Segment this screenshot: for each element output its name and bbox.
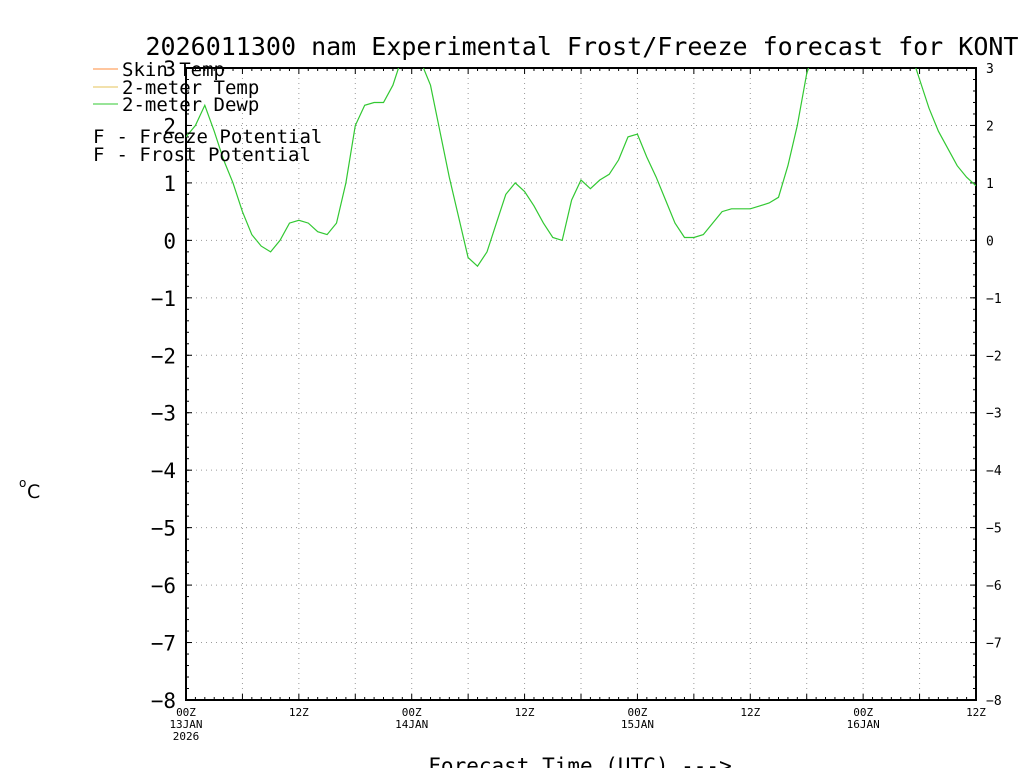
series-line-2-meter-dewp bbox=[186, 68, 976, 268]
y-tick-label-left: −4 bbox=[151, 459, 176, 483]
x-tick-label: 15JAN bbox=[621, 718, 654, 731]
y-tick-label-right: −7 bbox=[986, 637, 1002, 652]
legend: Skin Temp 2-meter Temp 2-meter Dewp F - … bbox=[93, 59, 322, 166]
y-tick-label-right: 3 bbox=[986, 62, 994, 77]
x-tick-label: 14JAN bbox=[395, 718, 428, 731]
freeze-symbol: F bbox=[93, 126, 104, 148]
y-tick-label-right: 1 bbox=[986, 177, 994, 192]
legend-label-2m-dewp: 2-meter Dewp bbox=[122, 94, 259, 116]
y-tick-label-left: −8 bbox=[151, 689, 176, 713]
y-tick-label-left: −7 bbox=[151, 632, 176, 656]
x-tick-label: 00Z bbox=[627, 706, 647, 719]
y-tick-label-left: −3 bbox=[151, 402, 176, 426]
y-tick-label-left: 0 bbox=[163, 229, 176, 253]
x-tick-label: 12Z bbox=[740, 706, 760, 719]
x-tick-label: 16JAN bbox=[847, 718, 880, 731]
y-tick-label-right: −1 bbox=[986, 292, 1002, 307]
y-tick-label-right: −5 bbox=[986, 522, 1002, 537]
y-axis-label-degree: o bbox=[19, 476, 26, 490]
frost-potential-label: - Frost Potential bbox=[105, 144, 311, 166]
y-axis-label-unit: C bbox=[27, 481, 40, 503]
x-tick-label: 13JAN bbox=[169, 718, 202, 731]
x-tick-label: 12Z bbox=[966, 706, 986, 719]
y-tick-label-right: 0 bbox=[986, 234, 994, 249]
y-tick-label-right: −4 bbox=[986, 464, 1002, 479]
gridlines bbox=[186, 68, 976, 700]
y-tick-label-left: 2 bbox=[163, 114, 176, 138]
legend-label-2m-temp: 2-meter Temp bbox=[122, 77, 259, 99]
series-layer bbox=[186, 68, 976, 268]
y-tick-label-left: 3 bbox=[163, 57, 176, 81]
x-tick-label: 12Z bbox=[515, 706, 535, 719]
frost-symbol: F bbox=[93, 144, 104, 166]
y-tick-label-right: −3 bbox=[986, 407, 1002, 422]
x-tick-label: 2026 bbox=[173, 730, 200, 743]
freeze-potential-label: - Freeze Potential bbox=[105, 126, 322, 148]
y-tick-label-right: 2 bbox=[986, 119, 994, 134]
y-tick-label-left: −1 bbox=[151, 287, 176, 311]
y-tick-label-left: −2 bbox=[151, 344, 176, 368]
y-axis-left: 3 2 1 0 −1 −2 −3 −4 −5 −6 −7 −8 bbox=[151, 57, 192, 713]
y-tick-label-right: −2 bbox=[986, 349, 1002, 364]
y-tick-label-right: −8 bbox=[986, 694, 1002, 709]
chart-title: 2026011300 nam Experimental Frost/Freeze… bbox=[146, 32, 1019, 61]
y-tick-label-right: −6 bbox=[986, 579, 1002, 594]
y-tick-label-left: −5 bbox=[151, 517, 176, 541]
y-axis-right: 3 2 1 0 −1 −2 −3 −4 −5 −6 −7 −8 bbox=[970, 62, 1002, 709]
x-axis-label: Forecast Time (UTC) ---> bbox=[428, 754, 731, 768]
x-tick-label: 00Z bbox=[176, 706, 196, 719]
y-tick-label-left: −6 bbox=[151, 574, 176, 598]
legend-label-skin-temp: Skin Temp bbox=[122, 59, 225, 81]
y-axis-label: o C bbox=[19, 476, 40, 503]
y-tick-label-left: 1 bbox=[163, 172, 176, 196]
x-tick-label: 00Z bbox=[853, 706, 873, 719]
x-tick-label: 00Z bbox=[402, 706, 422, 719]
x-tick-label: 12Z bbox=[289, 706, 309, 719]
